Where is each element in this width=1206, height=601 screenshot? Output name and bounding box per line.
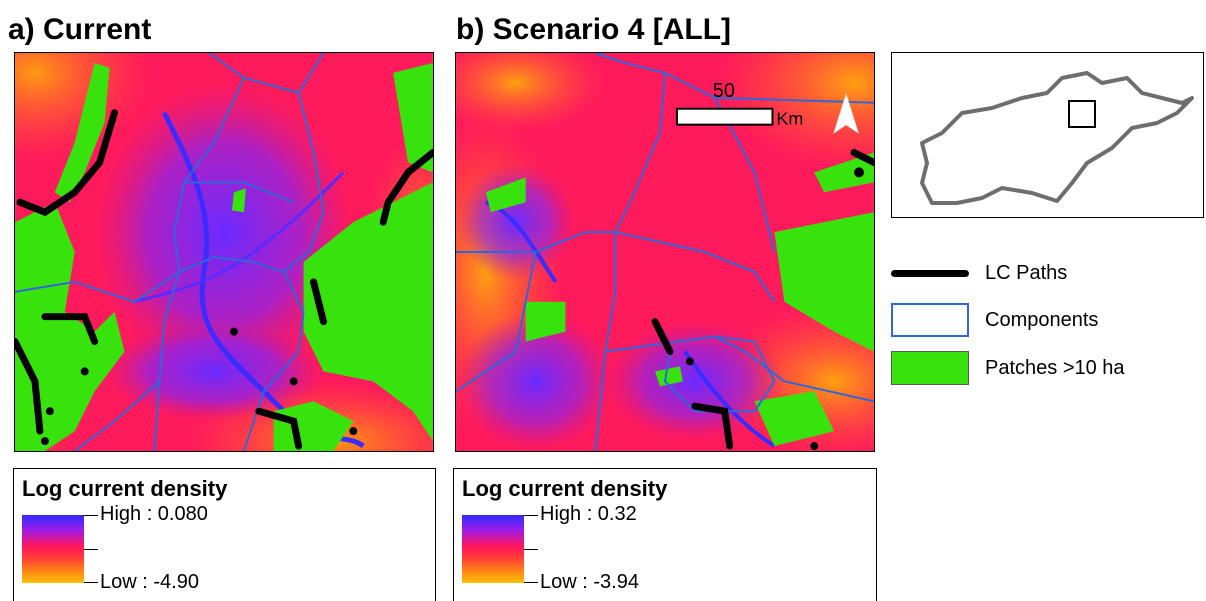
habitat-patch xyxy=(54,62,110,203)
lc-paths-symbol xyxy=(891,269,969,277)
high-density-area xyxy=(456,311,616,451)
inset-locator-map xyxy=(891,52,1204,218)
density-legend-a-title: Log current density xyxy=(22,476,228,501)
map-panel-a[interactable] xyxy=(14,52,434,452)
map-a-svg xyxy=(15,53,433,451)
density-legend-a-low: Low : -4.90 xyxy=(100,571,199,593)
habitat-patch xyxy=(655,366,683,387)
density-legend-a: Log current density High : 0.080 Low : -… xyxy=(13,468,436,601)
scalebar-unit: Km xyxy=(776,109,803,129)
low-density-area xyxy=(456,53,606,133)
density-legend-b-low: Low : -3.94 xyxy=(540,571,639,593)
ramp-tick xyxy=(524,549,538,550)
habitat-patch xyxy=(393,62,433,173)
density-legend-a-high: High : 0.080 xyxy=(100,503,208,525)
density-legend-b: Log current density High : 0.32 Low : -3… xyxy=(453,468,877,601)
habitat-patch xyxy=(15,202,125,451)
legend-components-label: Components xyxy=(985,308,1099,331)
habitat-patch xyxy=(303,182,433,442)
legend-lc-paths: LC Paths xyxy=(891,256,1067,290)
habitat-patch xyxy=(814,152,874,193)
ramp-tick xyxy=(84,515,98,516)
habitat-patch xyxy=(231,188,246,213)
habitat-patch xyxy=(485,177,526,213)
north-arrow-icon xyxy=(833,93,859,134)
ramp-tick xyxy=(524,582,538,583)
scalebar-value: 50 xyxy=(713,80,735,102)
density-color-ramp xyxy=(22,515,84,583)
ramp-tick xyxy=(84,582,98,583)
habitat-patch xyxy=(525,301,566,342)
density-legend-b-title: Log current density xyxy=(462,476,668,501)
habitat-patch xyxy=(774,212,874,352)
low-density-area xyxy=(714,53,874,173)
habitat-patch xyxy=(754,391,835,447)
lc-path-nodes xyxy=(685,167,864,451)
map-b-svg: 50 Km xyxy=(456,53,874,451)
map-panel-b[interactable]: 50 Km xyxy=(455,52,875,452)
lc-paths xyxy=(15,109,433,450)
panel-b-title: b) Scenario 4 [ALL] xyxy=(456,13,732,46)
high-density-area xyxy=(94,82,354,382)
ramp-tick xyxy=(524,515,538,516)
region-outline xyxy=(920,71,1194,205)
ramp-tick xyxy=(84,549,98,550)
lc-paths xyxy=(651,149,874,450)
legend-patches: Patches >10 ha xyxy=(891,351,1125,385)
patches-symbol xyxy=(891,351,969,385)
legend-lc-paths-label: LC Paths xyxy=(985,261,1068,284)
component-boundaries xyxy=(15,53,325,451)
legend-patches-label: Patches >10 ha xyxy=(985,356,1125,379)
inset-svg xyxy=(920,71,1194,205)
density-color-ramp xyxy=(462,515,524,583)
study-area-box xyxy=(1068,100,1096,128)
components-symbol xyxy=(891,303,969,337)
legend-components: Components xyxy=(891,303,1098,337)
scalebar xyxy=(675,107,774,126)
density-legend-b-high: High : 0.32 xyxy=(540,503,637,525)
panel-a-title: a) Current xyxy=(8,13,152,46)
river-corridor xyxy=(134,171,345,304)
lc-path-nodes xyxy=(40,327,358,446)
